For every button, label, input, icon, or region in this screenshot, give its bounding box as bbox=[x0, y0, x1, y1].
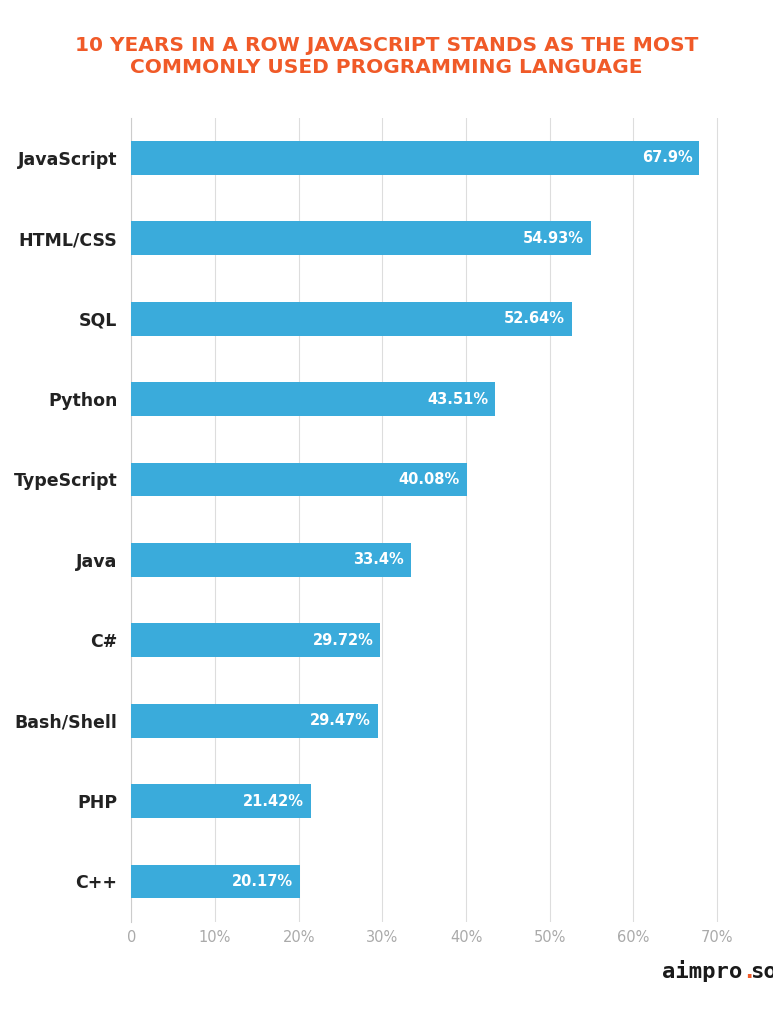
Text: 33.4%: 33.4% bbox=[353, 552, 404, 567]
Bar bbox=[131, 302, 572, 336]
Text: 10 YEARS IN A ROW JAVASCRIPT STANDS AS THE MOST
COMMONLY USED PROGRAMMING LANGUA: 10 YEARS IN A ROW JAVASCRIPT STANDS AS T… bbox=[75, 36, 698, 77]
Bar bbox=[131, 543, 410, 577]
Bar bbox=[131, 624, 380, 657]
Bar bbox=[131, 221, 591, 255]
Text: 54.93%: 54.93% bbox=[523, 230, 584, 246]
Bar bbox=[131, 784, 311, 818]
Bar bbox=[131, 864, 300, 898]
Text: soft: soft bbox=[750, 962, 773, 982]
Text: 21.42%: 21.42% bbox=[243, 794, 304, 809]
Bar bbox=[131, 141, 700, 175]
Bar bbox=[131, 463, 467, 497]
Bar bbox=[131, 382, 495, 416]
Text: 40.08%: 40.08% bbox=[399, 472, 460, 487]
Text: 29.72%: 29.72% bbox=[312, 633, 373, 648]
Text: 20.17%: 20.17% bbox=[233, 873, 294, 889]
Text: 43.51%: 43.51% bbox=[427, 391, 489, 407]
Text: 29.47%: 29.47% bbox=[311, 713, 371, 728]
Text: 67.9%: 67.9% bbox=[642, 151, 693, 166]
Text: aimpro: aimpro bbox=[662, 959, 742, 982]
Text: 52.64%: 52.64% bbox=[504, 311, 565, 327]
Text: .: . bbox=[742, 962, 755, 982]
Bar bbox=[131, 703, 378, 737]
